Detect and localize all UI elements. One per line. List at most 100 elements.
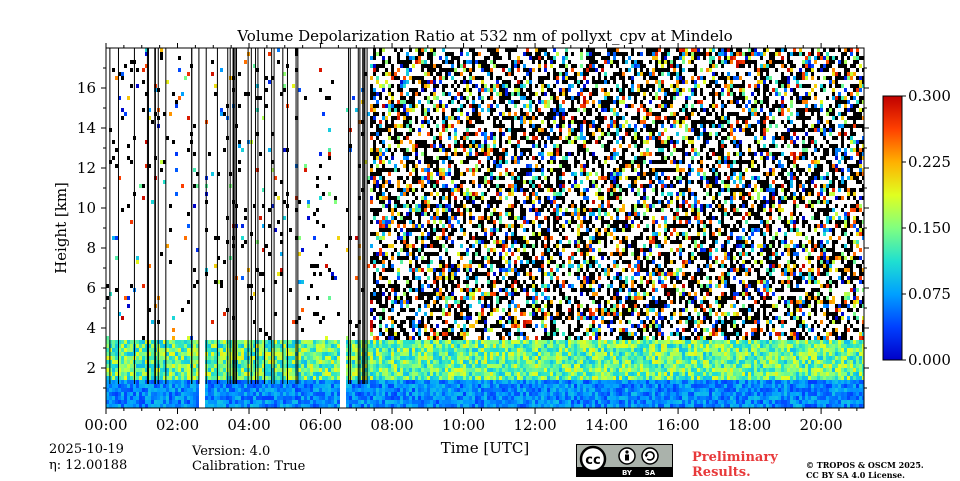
heatmap-cell [373, 340, 376, 344]
heatmap-cell [409, 284, 412, 288]
heatmap-cell [466, 280, 469, 284]
heatmap-cell [529, 312, 532, 316]
heatmap-cell [436, 308, 439, 312]
heatmap-cell [217, 388, 220, 392]
heatmap-cell [400, 160, 403, 164]
heatmap-cell [472, 100, 475, 104]
heatmap-cell [451, 96, 454, 100]
heatmap-cell [466, 96, 469, 100]
heatmap-cell [172, 356, 175, 360]
heatmap-cell [346, 208, 349, 212]
heatmap-cell [466, 248, 469, 252]
heatmap-cell [259, 344, 262, 348]
heatmap-cell [124, 296, 127, 300]
heatmap-cell [388, 168, 391, 172]
heatmap-cell [457, 60, 460, 64]
heatmap-cell [433, 368, 436, 372]
heatmap-cell [391, 400, 394, 404]
heatmap-cell [463, 68, 466, 72]
heatmap-cell [394, 76, 397, 80]
heatmap-cell [442, 148, 445, 152]
heatmap-cell [481, 148, 484, 152]
heatmap-cell [523, 348, 526, 352]
heatmap-cell [520, 360, 523, 364]
heatmap-cell [193, 400, 196, 404]
heatmap-cell [514, 268, 517, 272]
heatmap-cell [151, 376, 154, 380]
heatmap-cell [475, 288, 478, 292]
heatmap-cell [226, 404, 229, 408]
heatmap-cell [367, 400, 370, 404]
heatmap-cell [391, 152, 394, 156]
heatmap-cell [259, 368, 262, 372]
heatmap-cell [331, 348, 334, 352]
heatmap-cell [445, 204, 448, 208]
heatmap-cell [457, 280, 460, 284]
heatmap-cell [430, 56, 433, 60]
heatmap-cell [436, 172, 439, 176]
heatmap-cell [481, 292, 484, 296]
heatmap-cell [427, 320, 430, 324]
heatmap-cell [115, 364, 118, 368]
heatmap-cell [469, 152, 472, 156]
heatmap-cell [388, 384, 391, 388]
heatmap-cell [328, 400, 331, 404]
heatmap-cell [436, 296, 439, 300]
heatmap-cell [421, 108, 424, 112]
heatmap-cell [376, 220, 379, 224]
heatmap-cell [529, 376, 532, 380]
heatmap-cell [484, 256, 487, 260]
heatmap-cell [217, 352, 220, 356]
heatmap-cell [388, 336, 391, 340]
heatmap-cell [487, 136, 490, 140]
heatmap-cell [490, 300, 493, 304]
heatmap-cell [298, 364, 301, 368]
heatmap-cell [466, 292, 469, 296]
heatmap-cell [379, 332, 382, 336]
heatmap-cell [457, 276, 460, 280]
heatmap-cell [514, 380, 517, 384]
heatmap-cell [394, 340, 397, 344]
heatmap-cell [430, 184, 433, 188]
heatmap-cell [436, 240, 439, 244]
heatmap-cell [436, 356, 439, 360]
heatmap-cell [448, 356, 451, 360]
heatmap-cell [526, 356, 529, 360]
heatmap-cell [487, 240, 490, 244]
heatmap-cell [394, 140, 397, 144]
heatmap-cell [184, 356, 187, 360]
heatmap-cell [268, 400, 271, 404]
heatmap-cell [304, 396, 307, 400]
heatmap-cell [427, 388, 430, 392]
heatmap-cell [499, 300, 502, 304]
heatmap-cell [409, 184, 412, 188]
heatmap-cell [385, 68, 388, 72]
heatmap-cell [451, 64, 454, 68]
heatmap-cell [499, 120, 502, 124]
heatmap-cell [160, 252, 163, 256]
heatmap-cell [520, 188, 523, 192]
heatmap-cell [520, 376, 523, 380]
heatmap-cell [151, 120, 154, 124]
heatmap-cell [424, 372, 427, 376]
heatmap-cell [190, 392, 193, 396]
heatmap-cell [397, 388, 400, 392]
heatmap-cell [169, 400, 172, 404]
heatmap-cell [463, 364, 466, 368]
heatmap-cell [367, 372, 370, 376]
heatmap-cell [370, 208, 373, 212]
heatmap-cell [493, 100, 496, 104]
heatmap-cell [175, 376, 178, 380]
heatmap-cell [121, 316, 124, 320]
heatmap-cell [244, 368, 247, 372]
heatmap-cell [295, 384, 298, 388]
heatmap-cell [187, 300, 190, 304]
heatmap-cell [277, 364, 280, 368]
heatmap-cell [469, 400, 472, 404]
heatmap-cell [394, 356, 397, 360]
heatmap-cell [442, 372, 445, 376]
heatmap-cell [454, 340, 457, 344]
heatmap-cell [385, 220, 388, 224]
heatmap-cell [511, 144, 514, 148]
heatmap-cell [523, 288, 526, 292]
